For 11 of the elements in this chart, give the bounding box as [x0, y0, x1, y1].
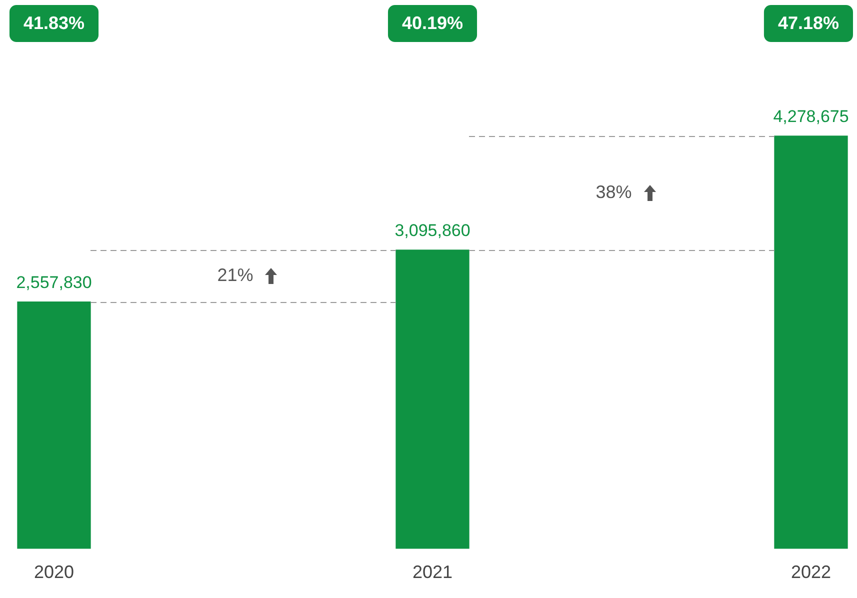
- data-label: 2,557,830: [16, 273, 92, 292]
- x-tick-label: 2021: [412, 562, 453, 582]
- annotation: 38%: [596, 182, 632, 202]
- data-label: 4,278,675: [773, 107, 849, 126]
- x-tick-label: 2020: [34, 562, 74, 582]
- annotation: 21%: [217, 264, 254, 285]
- text: 41.83%: [23, 12, 85, 33]
- text: 47.18%: [778, 12, 840, 33]
- x-tick-label: 2022: [790, 562, 832, 582]
- text: 40.19%: [402, 12, 464, 33]
- data-label: 3,095,860: [394, 221, 470, 240]
